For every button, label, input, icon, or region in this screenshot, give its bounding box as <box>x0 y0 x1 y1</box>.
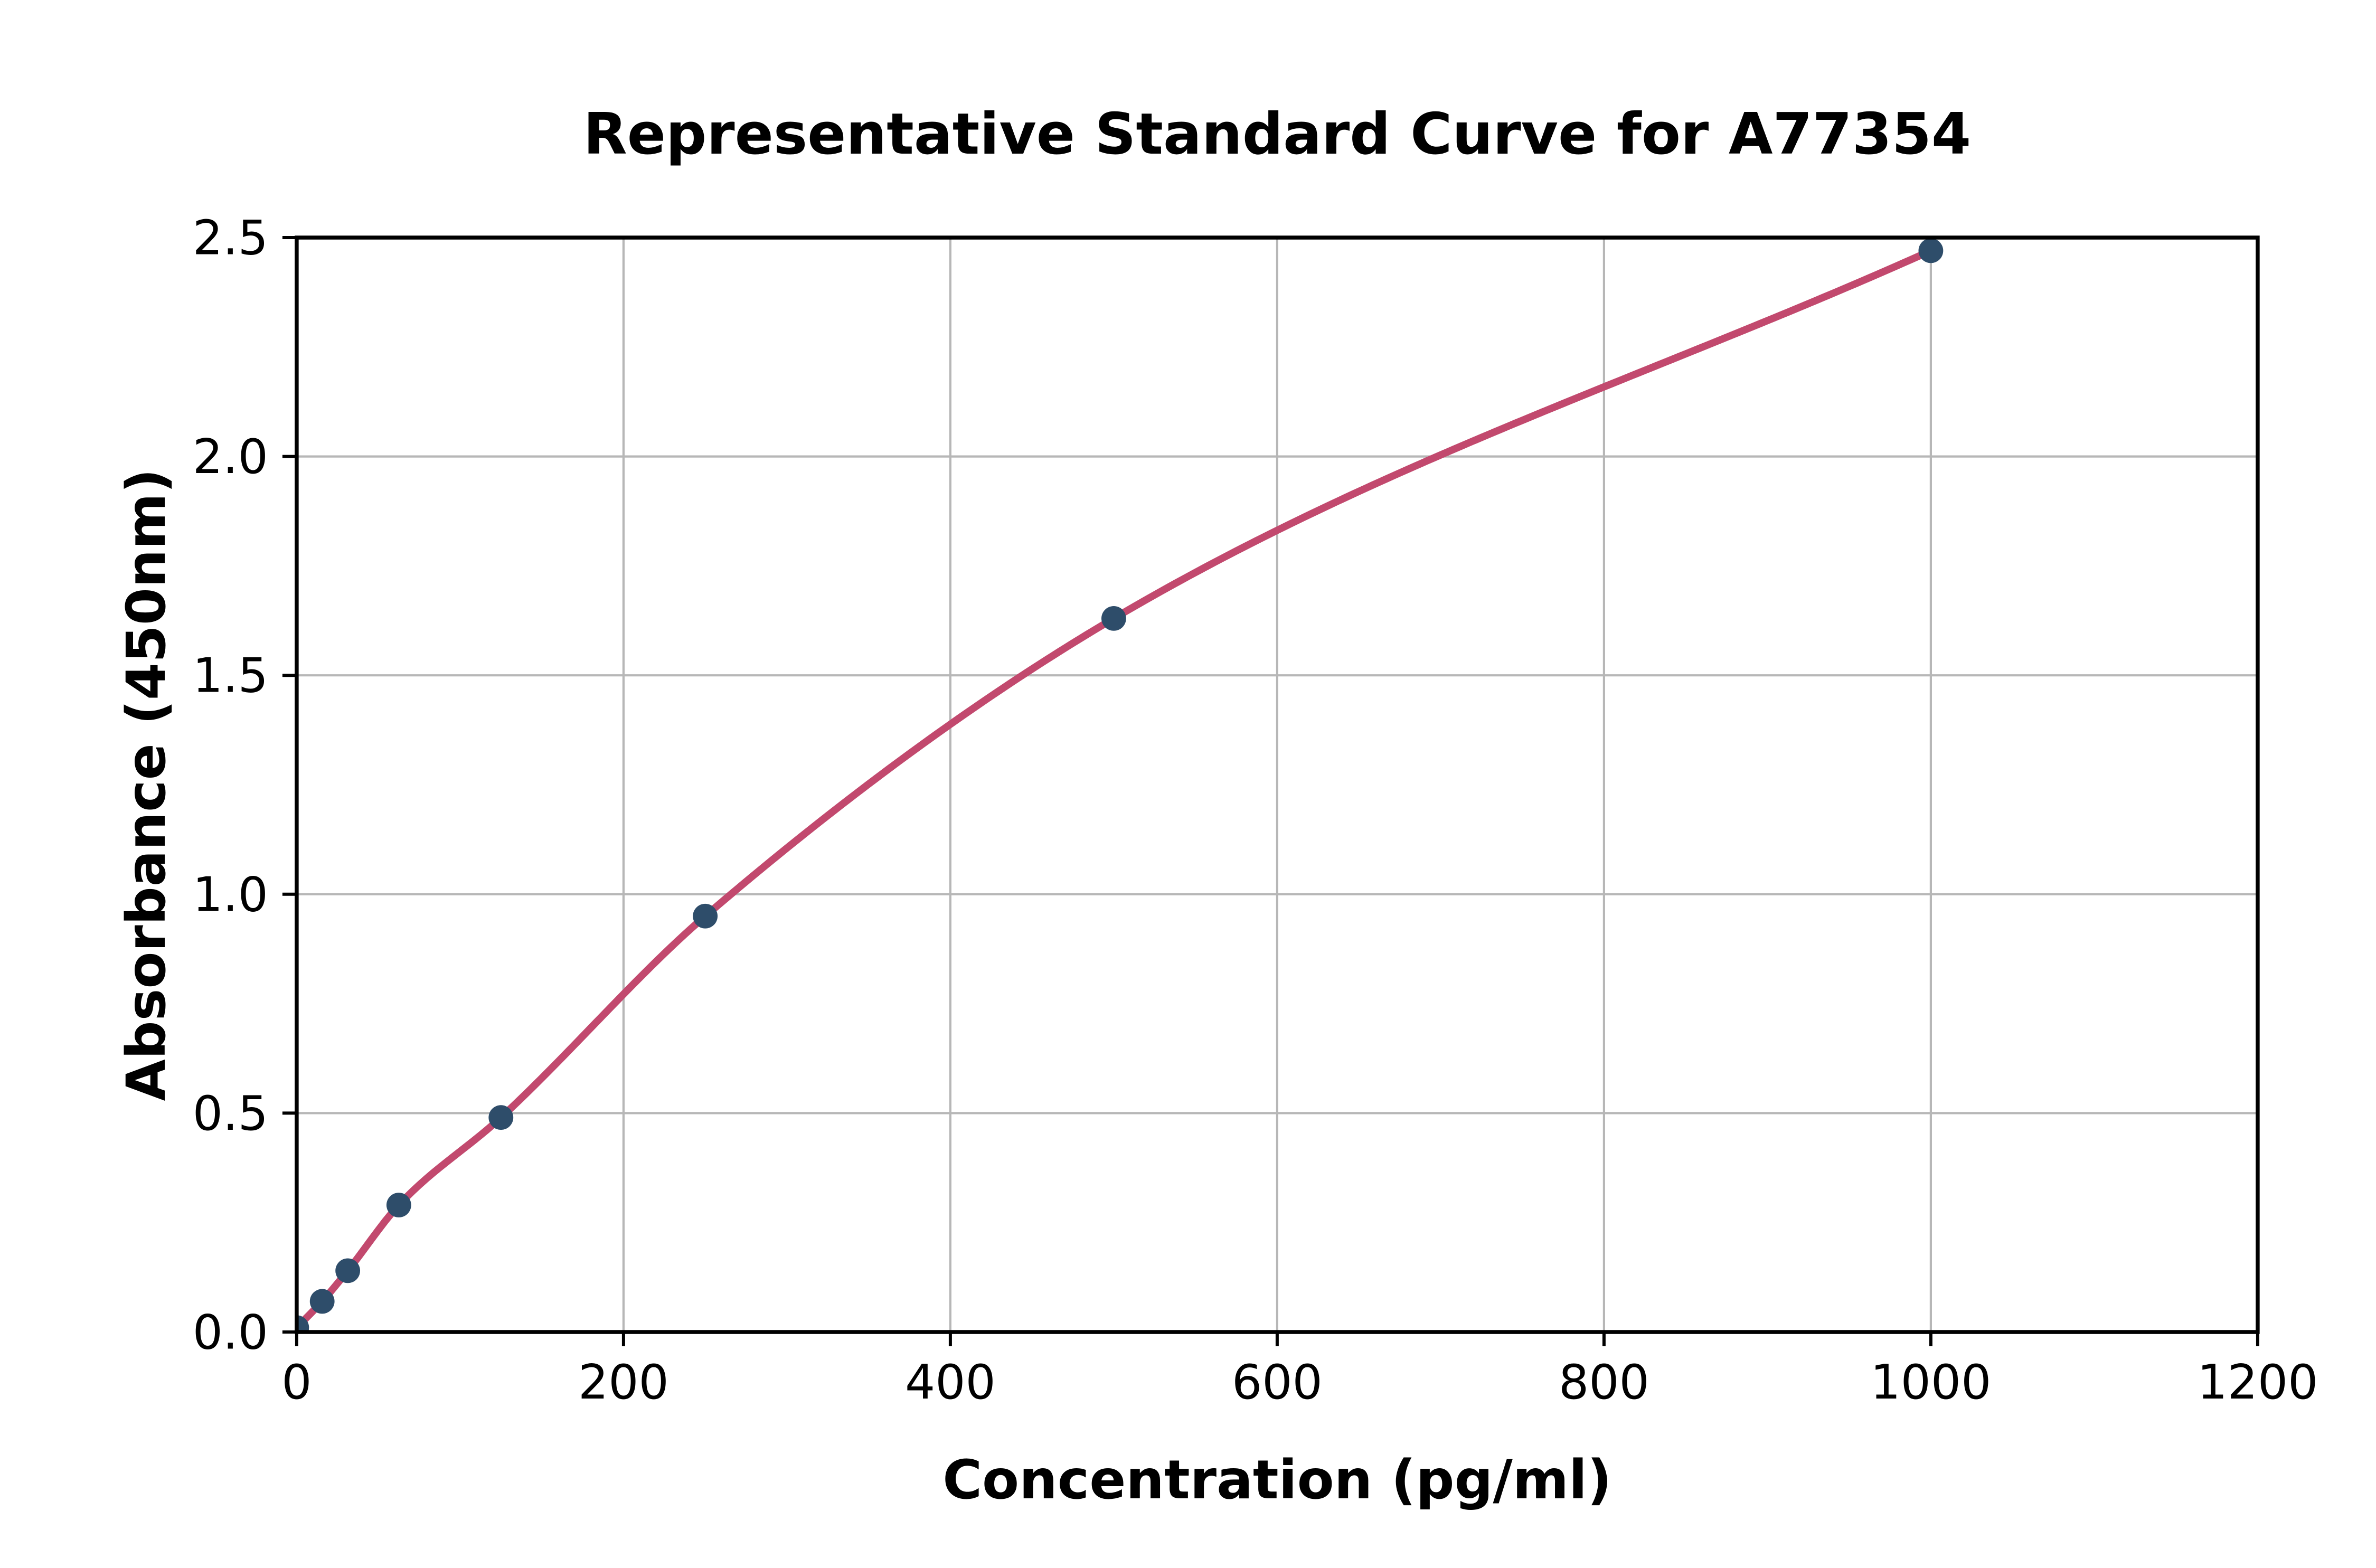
x-tick-label: 1000 <box>1870 1355 1991 1410</box>
x-tick-label: 400 <box>905 1355 996 1410</box>
data-point-marker <box>309 1289 335 1314</box>
x-tick-label: 800 <box>1559 1355 1649 1410</box>
y-tick-label: 1.0 <box>193 867 268 922</box>
data-point-marker <box>296 1315 309 1332</box>
data-point-marker <box>335 1258 361 1283</box>
data-point-marker <box>693 903 718 929</box>
x-tick-label: 0 <box>281 1355 312 1410</box>
gridlines <box>296 238 2258 1332</box>
x-tick-label: 200 <box>578 1355 669 1410</box>
plot-border <box>295 235 2260 1334</box>
y-tick-label: 0.5 <box>193 1086 268 1141</box>
x-tick-label: 1200 <box>2197 1355 2318 1410</box>
x-tick-label: 600 <box>1232 1355 1323 1410</box>
y-tick-label: 1.5 <box>193 648 268 704</box>
chart-title: Representative Standard Curve for A77354 <box>583 101 1972 167</box>
data-point-marker <box>1101 606 1126 631</box>
data-point-marker <box>386 1193 411 1217</box>
y-tick-label: 2.0 <box>193 429 268 485</box>
data-point-marker <box>1918 238 1944 263</box>
y-tick-label: 0.0 <box>193 1305 268 1361</box>
data-point-marker <box>488 1105 514 1130</box>
x-axis-label: Concentration (pg/ml) <box>942 1449 1611 1512</box>
y-tick-label: 2.5 <box>193 211 268 266</box>
y-axis-label: Absorbance (450nm) <box>115 469 178 1101</box>
